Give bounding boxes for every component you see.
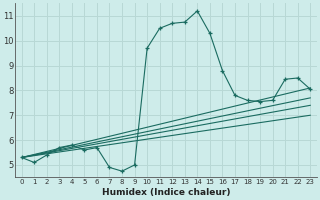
X-axis label: Humidex (Indice chaleur): Humidex (Indice chaleur)	[102, 188, 230, 197]
